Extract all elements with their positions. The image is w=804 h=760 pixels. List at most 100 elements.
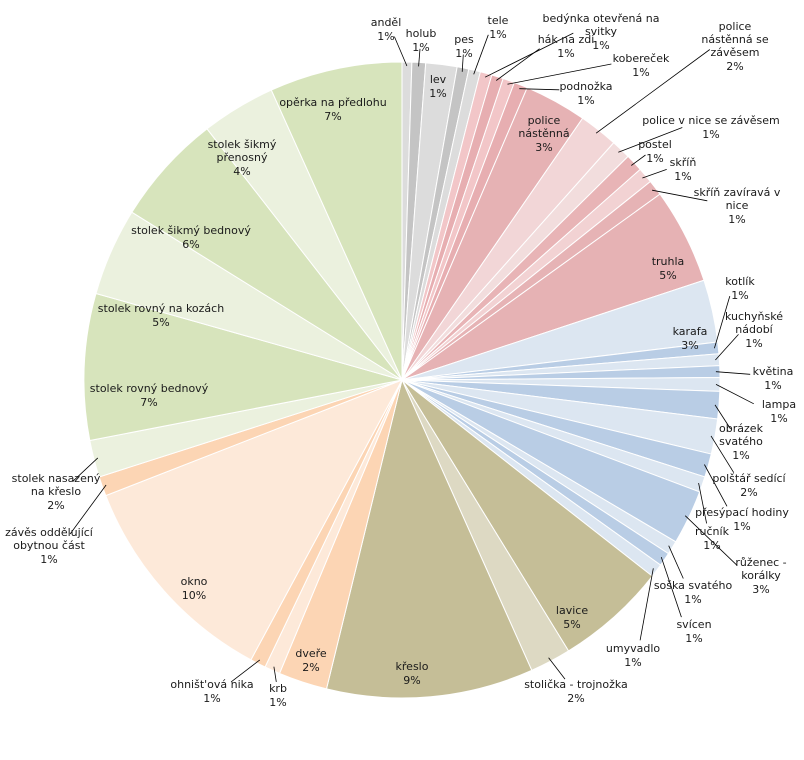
slice-label-police-v-nice-se-zavesem: police v nice se závěsem 1% [642, 114, 779, 141]
slice-pct-holub: 1% [412, 41, 429, 54]
slice-label-pes: pes 1% [454, 33, 474, 60]
pie-slice-okno [105, 379, 404, 661]
slice-pct-operka-na-predlohu: 7% [324, 110, 341, 123]
slice-label-okno: okno 10% [181, 575, 208, 602]
slice-pct-police-nastenna: 3% [535, 141, 552, 154]
slice-labels: anděl 1% holub 1% lev 1% pes 1% tele 1% bedýnka ot… [5, 12, 796, 709]
slice-label-stolek-nasazeny-na-kreslo: stolek nasazený na křeslo 2% [12, 472, 101, 512]
leader-line-stolek-nasazeny-na-kreslo [72, 457, 99, 482]
slice-label-dvere: dveře 2% [295, 647, 327, 674]
slice-label-rucnik: ručník 1% [695, 525, 730, 552]
leader-line-skrin-zavirava-v-nice [652, 189, 708, 202]
slice-label-lev: lev 1% [429, 73, 446, 100]
slice-pct-stolek-nasazeny-na-kreslo: 2% [47, 499, 64, 512]
leader-line-andel [394, 36, 408, 67]
leader-line-stolicka-trojnozka [548, 657, 566, 680]
leader-lines [69, 32, 754, 683]
pie-slices [83, 61, 721, 699]
slice-pct-umyvadlo: 1% [624, 656, 641, 669]
slice-label-podnozka: podnožka 1% [559, 80, 612, 107]
slice-pct-soska-svateho: 1% [684, 593, 701, 606]
slice-label-zaves-oddelujici-obytnou-cast: závěs oddělující obytnou část 1% [5, 526, 94, 566]
leader-line-presypaci-hodiny [704, 464, 728, 507]
slice-label-stolek-sikmy-bednovy: stolek šikmý bednový 6% [131, 224, 251, 251]
slice-pct-obrazek-svateho: 1% [732, 449, 749, 462]
slice-label-hak-na-zdi: hák na zdi 1% [538, 33, 595, 60]
slice-label-stolek-rovny-bednovy: stolek rovný bednový 7% [90, 382, 209, 409]
slice-pct-polstar-sedici: 2% [740, 486, 757, 499]
slice-label-police-nastenna: police nástěnná 3% [518, 114, 569, 154]
leader-line-zaves-oddelujici-obytnou-cast [69, 484, 107, 535]
slice-pct-koberecek: 1% [632, 66, 649, 79]
slice-pct-pes: 1% [455, 47, 472, 60]
slice-label-soska-svateho: soška svatého 1% [654, 579, 733, 606]
slice-pct-stolek-sikmy-prenosny: 4% [233, 165, 250, 178]
slice-pct-svicen: 1% [685, 632, 702, 645]
slice-pct-kvetina: 1% [764, 379, 781, 392]
slice-pct-andel: 1% [377, 30, 394, 43]
slice-pct-karafa: 3% [681, 339, 698, 352]
slice-pct-ohnist-ova-nika: 1% [203, 692, 220, 705]
leader-line-kuchynske-nadobi [715, 334, 739, 361]
slice-pct-kuchynske-nadobi: 1% [745, 337, 762, 350]
leader-line-podnozka [519, 88, 560, 91]
slice-label-holub: holub 1% [406, 27, 437, 54]
leader-line-bedynka-otevrena-na-svitky [484, 32, 574, 78]
slice-pct-truhla: 5% [659, 269, 676, 282]
slice-pct-police-nastenna-se-zavesem: 2% [726, 60, 743, 73]
pie-slice-stolek-rovny-bednovy [83, 292, 403, 442]
slice-label-polstar-sedici: polštář sedící 2% [712, 472, 786, 499]
slice-label-truhla: truhla 5% [652, 255, 685, 282]
slice-pct-kotlik: 1% [731, 289, 748, 302]
slice-label-ohnist-ova-nika: ohništ'ová nika 1% [170, 678, 253, 705]
slice-pct-stolicka-trojnozka: 2% [567, 692, 584, 705]
slice-pct-bedynka-otevrena-na-svitky: 1% [592, 39, 609, 52]
slice-pct-stolek-sikmy-bednovy: 6% [182, 238, 199, 251]
slice-pct-podnozka: 1% [577, 94, 594, 107]
pie-slice-operka-na-predlohu [270, 61, 403, 381]
leader-line-ruzenec-koralky [684, 515, 738, 566]
slice-label-svicen: svícen 1% [676, 618, 711, 645]
slice-pct-okno: 10% [182, 589, 206, 602]
slice-label-tele: tele 1% [488, 14, 509, 41]
slice-label-skrin: skříň 1% [670, 156, 697, 183]
leader-line-krb [273, 666, 277, 682]
slice-label-andel: anděl 1% [371, 16, 402, 43]
slice-label-postel: postel 1% [638, 138, 672, 165]
leader-line-svicen [660, 556, 682, 618]
slice-label-kotlik: kotlík 1% [725, 275, 755, 302]
leader-line-kotlik [714, 295, 731, 349]
slice-pct-tele: 1% [489, 28, 506, 41]
leader-line-ohnist-ova-nika [230, 659, 261, 683]
slice-pct-presypaci-hodiny: 1% [733, 520, 750, 533]
slice-label-stolek-sikmy-prenosny: stolek šikmý přenosný 4% [208, 138, 277, 178]
slice-label-obrazek-svateho: obrázek svatého 1% [719, 422, 764, 462]
slice-label-kreslo: křeslo 9% [396, 660, 429, 687]
leader-line-skrin [642, 169, 667, 179]
leader-line-police-nastenna-se-zavesem [595, 49, 711, 134]
leader-line-holub [418, 48, 421, 67]
leader-line-police-v-nice-se-zavesem [618, 127, 683, 153]
slice-pct-lev: 1% [429, 87, 446, 100]
pie-slice-kreslo [325, 378, 533, 699]
leader-line-koberecek [507, 63, 612, 85]
leader-line-pes [461, 54, 464, 72]
leader-line-kvetina [715, 371, 751, 375]
slice-label-ruzenec-koralky: růženec -korálky 3% [735, 556, 786, 596]
slice-pct-police-v-nice-se-zavesem: 1% [702, 128, 719, 141]
leader-line-obrazek-svateho [714, 404, 731, 430]
slice-pct-skrin-zavirava-v-nice: 1% [728, 213, 745, 226]
slice-label-karafa: karafa 3% [673, 325, 708, 352]
slice-label-krb: krb 1% [269, 682, 287, 709]
slice-label-skrin-zavirava-v-nice: skříň zavíravá v nice 1% [694, 186, 781, 226]
slice-pct-lavice: 5% [563, 618, 580, 631]
slice-pct-stolek-rovny-bednovy: 7% [140, 396, 157, 409]
slice-pct-postel: 1% [646, 152, 663, 165]
slice-pct-skrin: 1% [674, 170, 691, 183]
leader-line-hak-na-zdi [496, 48, 540, 81]
leader-line-polstar-sedici [710, 435, 735, 473]
slice-pct-ruzenec-koralky: 3% [752, 583, 769, 596]
leader-line-soska-svateho [668, 545, 684, 579]
slice-pct-hak-na-zdi: 1% [557, 47, 574, 60]
slice-pct-stolek-rovny-na-kozach: 5% [152, 316, 169, 329]
